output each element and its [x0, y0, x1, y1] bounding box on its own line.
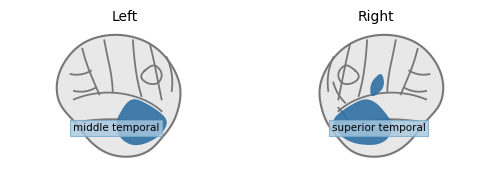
Polygon shape	[57, 35, 180, 157]
Polygon shape	[334, 99, 392, 145]
Title: Left: Left	[112, 10, 138, 24]
Text: superior temporal: superior temporal	[332, 123, 426, 133]
Polygon shape	[320, 35, 443, 157]
Polygon shape	[370, 74, 384, 96]
Text: middle temporal: middle temporal	[73, 123, 160, 133]
Title: Right: Right	[357, 10, 394, 24]
Polygon shape	[116, 99, 166, 145]
